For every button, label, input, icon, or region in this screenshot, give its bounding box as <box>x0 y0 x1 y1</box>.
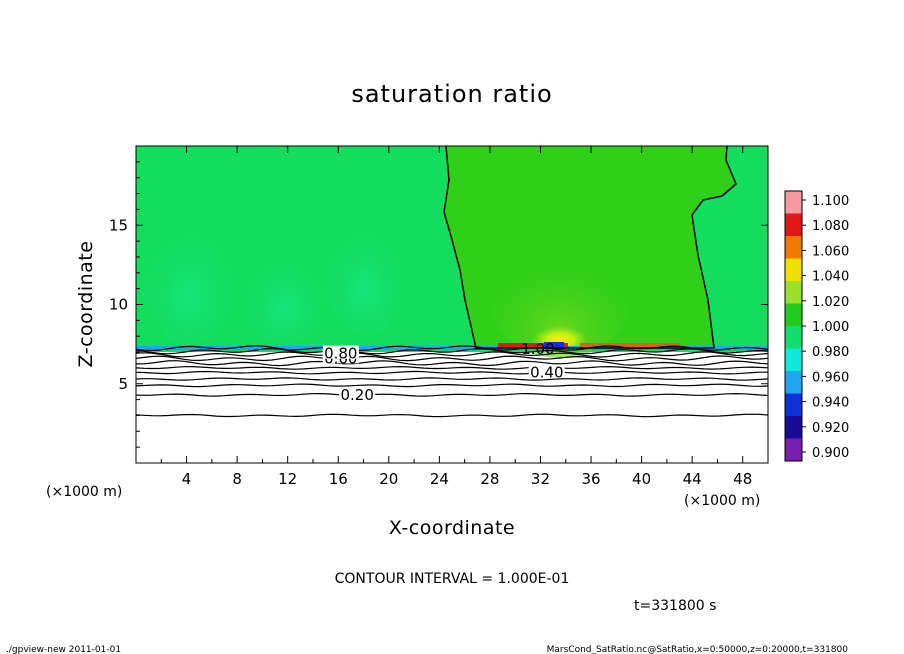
field-blue-spot <box>544 342 564 349</box>
colorbar-label: 0.940 <box>812 396 849 411</box>
colorbar-label: 1.000 <box>812 320 849 335</box>
field-redline-2 <box>580 343 680 347</box>
x-tick-label: 20 <box>379 470 398 488</box>
y-tick-label: 10 <box>109 296 128 314</box>
contour-line <box>136 383 768 388</box>
x-tick-label: 48 <box>733 470 752 488</box>
x-tick-label: 4 <box>182 470 192 488</box>
contour-line <box>136 355 768 362</box>
footer-left: ./gpview-new 2011-01-01 <box>6 645 121 654</box>
contour-1.00-upper <box>443 146 737 349</box>
colorbar-label: 0.900 <box>812 446 849 461</box>
colorbar-label: 0.980 <box>812 345 849 360</box>
x-axis-label: X-coordinate <box>389 517 515 539</box>
time-label: t=331800 s <box>634 598 716 614</box>
contour-label: 0.40 <box>530 364 563 382</box>
colorbar-segment <box>785 348 802 371</box>
x-tick-label: 16 <box>329 470 348 488</box>
plot-area <box>136 146 768 463</box>
chart-title: saturation ratio <box>351 80 552 108</box>
contour-line <box>136 348 768 355</box>
x-tick-label: 44 <box>683 470 702 488</box>
colorbar-label: 1.040 <box>812 270 849 285</box>
contour-line <box>136 370 768 375</box>
contour-label: 0.20 <box>340 386 373 404</box>
colorbar-segment <box>785 416 802 439</box>
x-tick-label: 8 <box>232 470 242 488</box>
y-unit-label: (×1000 m) <box>684 493 760 509</box>
x-tick-label: 28 <box>480 470 499 488</box>
colorbar-segment <box>785 191 802 214</box>
x-tick-label: 24 <box>430 470 449 488</box>
colorbar-label: 1.020 <box>812 295 849 310</box>
contour-line <box>136 365 768 370</box>
contour-line <box>136 351 768 358</box>
contour-line <box>136 360 768 367</box>
x-unit-label: (×1000 m) <box>46 484 122 500</box>
field-subsat-patch-2 <box>245 255 325 345</box>
x-axis-ticks: 4 8 12 16 20 24 28 32 36 40 44 48 <box>160 146 752 488</box>
x-tick-label: 32 <box>531 470 550 488</box>
colorbar-segment <box>785 438 802 461</box>
x-tick-label: 36 <box>581 470 600 488</box>
colorbar-label: 1.100 <box>812 194 849 209</box>
colorbar-label: 0.920 <box>812 421 849 436</box>
contour-line <box>136 413 768 418</box>
colorbar-segment <box>785 281 802 304</box>
contour-label-bg <box>339 386 376 400</box>
field-subsat-patch-3 <box>325 225 405 335</box>
colorbar-segment <box>785 213 802 236</box>
contour-line <box>136 392 768 397</box>
contour-lines <box>136 345 768 418</box>
contour-label-bg <box>322 345 359 359</box>
contour-label: 1.00 <box>521 340 554 358</box>
x-tick-label: 40 <box>632 470 651 488</box>
x-tick-label: 12 <box>278 470 297 488</box>
colorbar-segment <box>785 236 802 259</box>
colorbar-segment <box>785 303 802 326</box>
colorbar-segment <box>785 371 802 394</box>
contour-line <box>136 377 768 381</box>
contour-label-bg <box>528 364 565 378</box>
contour-labels: 0.200.400.600.801.00 <box>322 340 565 404</box>
field-redline-1 <box>498 343 568 347</box>
colorbar-segment <box>785 326 802 349</box>
colorbar-segment <box>785 258 802 281</box>
y-tick-label: 5 <box>118 375 128 393</box>
y-axis-label: Z-coordinate <box>75 241 97 368</box>
colorbar-label: 0.960 <box>812 370 849 385</box>
field-hot-core <box>490 242 630 358</box>
field-cloud-base <box>136 346 768 350</box>
field-subsat-patch-1 <box>145 225 235 345</box>
y-tick-label: 15 <box>109 216 128 234</box>
footer-right: MarsCond_SatRatio.nc@SatRatio,x=0:50000,… <box>547 645 849 654</box>
colorbar-label: 1.060 <box>812 244 849 259</box>
colorbar: 0.900 0.920 0.940 0.960 0.980 1.000 1.020 1.040… <box>784 190 849 462</box>
colorbar-segment <box>785 393 802 416</box>
colorbar-label: 1.080 <box>812 219 849 234</box>
contour-line <box>136 345 768 352</box>
contour-label: 0.80 <box>324 345 357 363</box>
y-axis-ticks: 5 10 15 <box>109 161 768 448</box>
contour-interval: CONTOUR INTERVAL = 1.000E-01 <box>335 571 570 587</box>
